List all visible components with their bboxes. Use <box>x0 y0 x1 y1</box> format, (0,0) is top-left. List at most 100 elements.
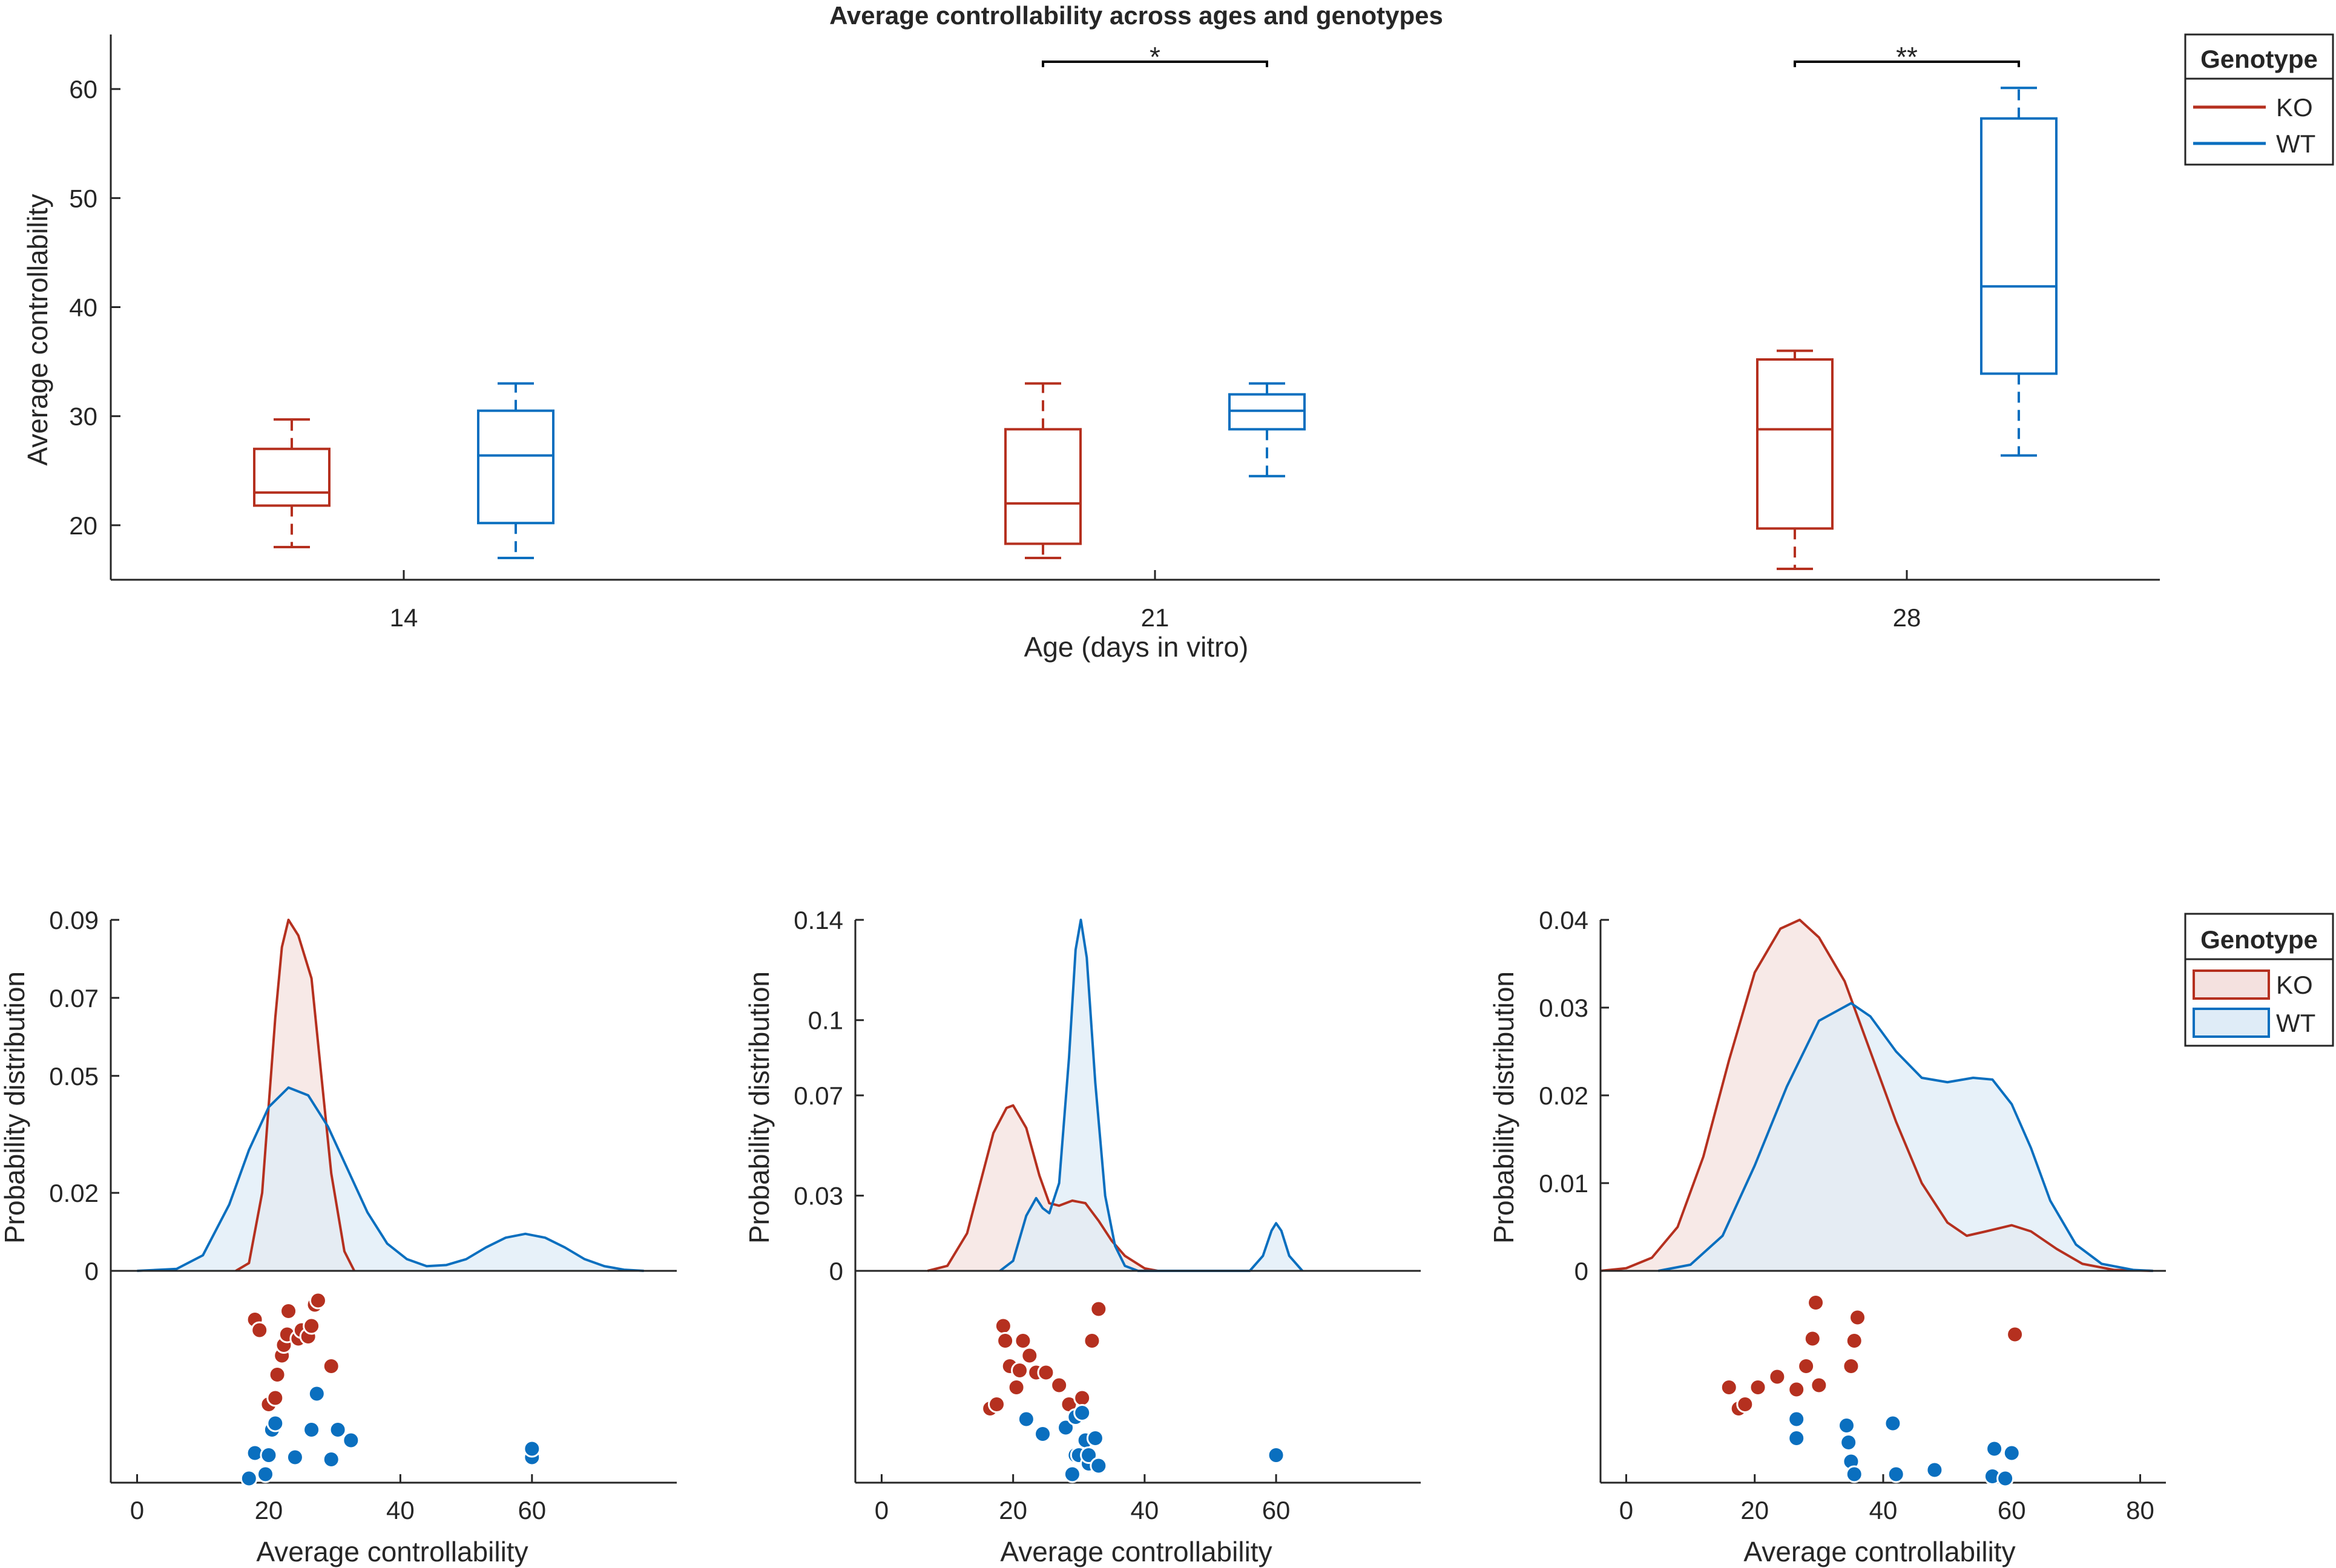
data-point-wt <box>266 1414 285 1432</box>
data-point-wt <box>342 1431 360 1449</box>
box-plot-panel: Average controllability across ages and … <box>22 1 2334 663</box>
data-point-wt <box>1788 1410 1806 1428</box>
data-point-wt <box>329 1421 347 1438</box>
box-iqr <box>1756 358 1834 530</box>
data-point-ko <box>1736 1396 1754 1413</box>
chart-title: Average controllability across ages and … <box>829 1 1443 30</box>
y-tick-label: 0.02 <box>1539 1081 1588 1110</box>
significance-label: ** <box>1896 41 1918 73</box>
data-point-ko <box>1011 1362 1029 1379</box>
y-tick-label: 0.01 <box>1539 1169 1588 1198</box>
x-tick-label: 60 <box>1262 1496 1291 1524</box>
x-tick-label: 20 <box>255 1496 283 1524</box>
density-x-axis-label: Average controllability <box>1743 1536 2015 1567</box>
legend-label-ko: KO <box>2276 93 2313 122</box>
data-points <box>240 1291 541 1488</box>
y-tick-label: 0.02 <box>49 1179 99 1207</box>
y-tick-label: 0.07 <box>49 984 99 1012</box>
box-iqr <box>1004 428 1082 545</box>
density-y-axis-label: Probability distribution <box>0 971 30 1244</box>
x-tick-label: 40 <box>1869 1496 1898 1524</box>
y-tick-label: 0.03 <box>1539 994 1588 1022</box>
density-y-axis-label: Probability distribution <box>743 971 775 1244</box>
density-curve-wt <box>999 919 1304 1272</box>
y-tick-label: 30 <box>69 402 97 431</box>
data-point-ko <box>280 1302 298 1320</box>
data-point-wt <box>1887 1465 1905 1483</box>
data-point-ko <box>303 1317 321 1335</box>
data-point-ko <box>1050 1376 1068 1394</box>
legend-swatch-ko <box>2193 969 2270 1000</box>
x-tick-label: 20 <box>999 1496 1027 1524</box>
data-point-wt <box>1838 1417 1856 1434</box>
data-point-ko <box>996 1332 1015 1350</box>
y-tick-label: 60 <box>69 75 97 103</box>
y-tick-label: 50 <box>69 184 97 212</box>
box-wt <box>1980 87 2058 457</box>
legend-swatch-wt <box>2193 1008 2270 1038</box>
significance-bracket <box>1042 61 1268 68</box>
data-point-wt <box>260 1446 278 1464</box>
data-point-ko <box>322 1357 340 1375</box>
data-point-ko <box>268 1366 286 1383</box>
data-point-ko <box>1720 1379 1738 1396</box>
x-tick-label: 60 <box>1998 1496 2026 1524</box>
data-point-ko <box>1749 1379 1767 1396</box>
y-tick-label: 0.07 <box>794 1081 843 1110</box>
y-tick-label: 0 <box>1574 1257 1588 1285</box>
x-tick-label: 60 <box>518 1496 546 1524</box>
data-point-ko <box>1810 1376 1828 1394</box>
data-point-ko <box>1788 1380 1806 1399</box>
data-point-wt <box>1017 1410 1035 1428</box>
data-point-wt <box>1073 1404 1091 1422</box>
data-point-ko <box>994 1317 1012 1335</box>
density-curve-wt <box>1658 1002 2153 1272</box>
y-tick-label: 0.09 <box>49 906 99 934</box>
data-point-ko <box>266 1389 285 1407</box>
data-point-wt <box>2002 1444 2021 1462</box>
density-fill-wt <box>1658 1003 2153 1271</box>
x-tick-label: 40 <box>386 1496 415 1524</box>
y-tick-label: 20 <box>69 511 97 540</box>
box-iqr <box>1980 117 2058 375</box>
data-point-ko <box>1090 1300 1108 1318</box>
box-iqr <box>477 409 554 525</box>
data-points <box>981 1300 1285 1483</box>
significance-bracket <box>1794 61 2020 68</box>
data-point-wt <box>1926 1461 1944 1479</box>
data-point-ko <box>1037 1363 1055 1382</box>
density-x-axis-label: Average controllability <box>1000 1536 1272 1567</box>
legend: Genotype KO WT <box>2184 33 2334 166</box>
data-point-wt <box>1086 1429 1104 1447</box>
data-point-wt <box>1884 1414 1902 1432</box>
data-point-ko <box>1803 1330 1821 1348</box>
density-fill-wt <box>137 1087 644 1271</box>
data-point-ko <box>1073 1389 1091 1407</box>
legend-label-wt: WT <box>2276 1009 2315 1037</box>
data-point-ko <box>1845 1332 1863 1350</box>
data-point-ko <box>251 1321 269 1339</box>
significance-label: * <box>1150 41 1160 73</box>
data-point-wt <box>523 1440 541 1458</box>
y-tick-label: 0 <box>85 1257 99 1285</box>
density-curves <box>1600 919 2153 1272</box>
x-tick-label: 80 <box>2126 1496 2154 1524</box>
data-point-ko <box>1797 1357 1815 1375</box>
box-ko <box>1756 349 1834 570</box>
data-point-wt <box>1057 1419 1075 1437</box>
data-point-ko <box>1014 1332 1032 1350</box>
data-point-wt <box>1788 1429 1806 1447</box>
x-tick-label: 21 <box>1141 603 1170 632</box>
data-point-wt <box>1080 1446 1098 1464</box>
data-point-ko <box>988 1396 1005 1413</box>
data-point-wt <box>240 1469 258 1488</box>
density-curve-ko <box>1600 919 2153 1272</box>
density-x-axis-label: Average controllability <box>256 1536 528 1567</box>
data-point-wt <box>308 1385 326 1403</box>
x-tick-label: 14 <box>390 603 418 632</box>
data-points <box>1720 1294 2024 1488</box>
x-tick-label: 0 <box>875 1496 889 1524</box>
y-tick-label: 0.04 <box>1539 906 1588 934</box>
legend: Genotype KO WT <box>2184 913 2334 1047</box>
